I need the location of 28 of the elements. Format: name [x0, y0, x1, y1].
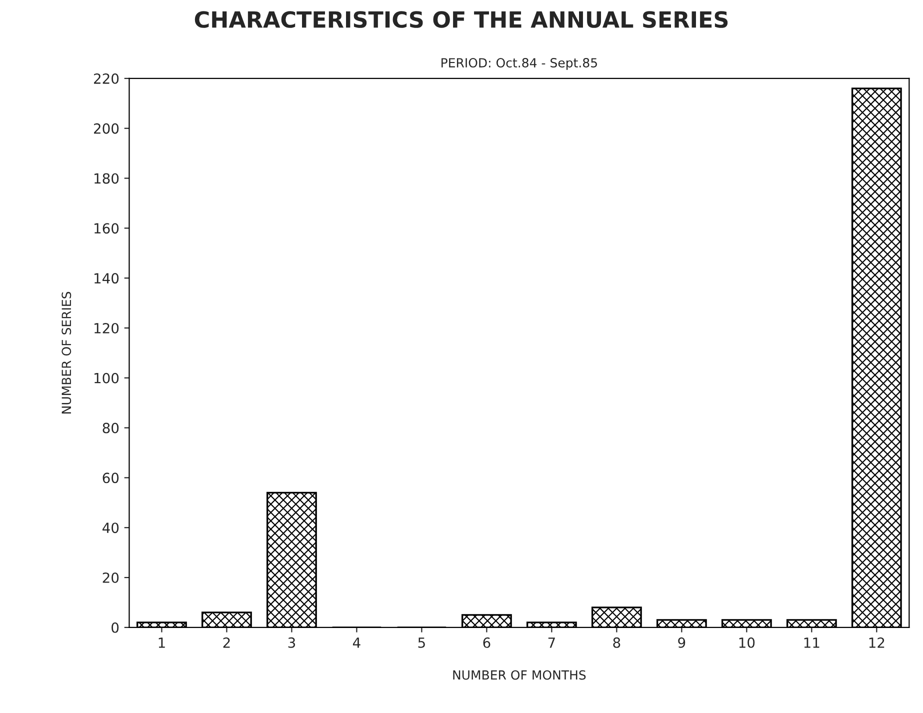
x-tick-label: 2 [223, 637, 230, 648]
chart-subtitle: PERIOD: Oct.84 - Sept.85 [442, 58, 597, 70]
x-tick-label: 12 [869, 637, 884, 648]
x-tick-label: 11 [804, 638, 820, 648]
y-tick-label: 140 [94, 273, 119, 284]
y-tick-label: 40 [102, 522, 119, 534]
x-tick-label: 5 [418, 638, 425, 648]
y-tick-label: 200 [94, 123, 119, 134]
x-tick-label: 9 [678, 637, 686, 648]
x-tick-label: 8 [613, 637, 620, 648]
x-axis-title: NUMBER OF MONTHS [453, 670, 586, 680]
y-tick-label: 180 [94, 173, 119, 184]
x-tick-label: 4 [352, 638, 360, 648]
x-tick-label: 1 [158, 638, 165, 648]
y-tick-label: 120 [94, 322, 119, 334]
y-tick-label: 80 [102, 422, 119, 434]
x-tick-label: 10 [739, 637, 755, 648]
y-tick-label: 0 [112, 622, 119, 633]
y-axis-title: NUMBER OF SERIES [62, 292, 72, 414]
y-tick-label: 100 [94, 372, 119, 384]
y-tick-label: 60 [102, 472, 119, 484]
x-tick-label: 3 [288, 637, 296, 648]
chart-title: CHARACTERISTICS OF THE ANNUAL SERIES [194, 11, 728, 28]
y-tick-label: 20 [102, 572, 119, 584]
x-tick-label: 7 [548, 638, 555, 648]
y-tick-label: 220 [94, 73, 119, 84]
y-tick-label: 160 [94, 223, 119, 234]
x-tick-label: 6 [483, 637, 490, 648]
